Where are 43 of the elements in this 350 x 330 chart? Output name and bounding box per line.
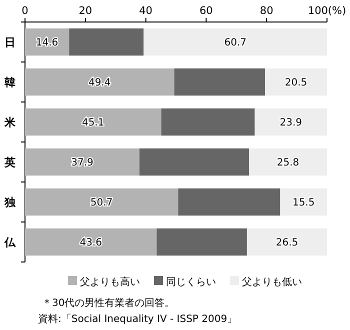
bar: [25, 108, 162, 136]
bar: [25, 188, 178, 216]
bar: [156, 228, 247, 256]
y-tick-label: 仏: [4, 236, 16, 249]
x-tick-label: 40: [139, 5, 152, 17]
bar: [25, 68, 174, 96]
bar: [139, 148, 250, 176]
y-tick-label: 日: [4, 36, 16, 49]
data-label: 60.7: [224, 38, 246, 48]
legend-label: 同じくらい: [166, 277, 216, 288]
data-label: 37.9: [71, 158, 94, 168]
x-tick-label: 100(%): [308, 5, 346, 17]
y-tick-label: 英: [4, 156, 16, 169]
legend-label: 父よりも低い: [242, 276, 302, 288]
data-label: 26.5: [276, 238, 298, 248]
y-tick-label: 独: [4, 196, 16, 209]
text: 資料:「Social Inequality IV - ISSP 2009」: [38, 313, 238, 325]
y-tick-label: 米: [4, 116, 16, 129]
data-label: 14.6: [36, 38, 58, 48]
bar: [246, 228, 327, 256]
y-tick-label: 韓: [4, 76, 16, 89]
data-label: 49.4: [88, 78, 111, 88]
bar: [161, 108, 255, 136]
data-label: 15.5: [292, 198, 315, 208]
data-label: 20.5: [284, 78, 308, 88]
data-label: 45.1: [82, 118, 104, 128]
x-tick-label: 20: [78, 5, 92, 17]
x-tick-label: 80: [260, 5, 274, 17]
data-label: 25.8: [276, 158, 300, 168]
data-label: 50.7: [90, 198, 113, 208]
bar: [144, 28, 327, 56]
bar: [249, 148, 327, 176]
x-tick-label: 0: [22, 5, 28, 17]
bar: [25, 148, 140, 176]
data-label: 23.9: [280, 118, 302, 128]
bar: [178, 188, 280, 216]
x-tick-label: 60: [200, 5, 213, 17]
data-label: 43.6: [80, 238, 102, 248]
bar: [25, 228, 157, 256]
legend-label: 父よりも高い: [80, 276, 140, 288]
text: ＊30代の男性有業者の回答。: [42, 297, 175, 309]
bar: [69, 28, 144, 56]
bar: [174, 68, 266, 96]
